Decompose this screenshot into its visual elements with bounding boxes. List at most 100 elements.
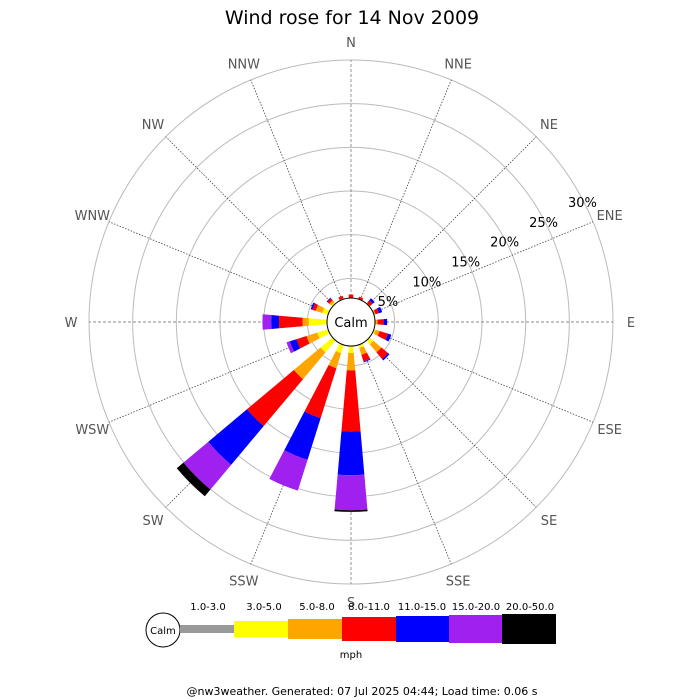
bar-wnw-5.0-8.0 [315, 304, 325, 313]
bar-sw-3.0-5.0 [320, 337, 336, 353]
direction-label-nnw: NNW [228, 57, 260, 72]
radial-tick-label: 20% [490, 236, 519, 251]
chart-title: Wind rose for 14 Nov 2009 [225, 7, 479, 29]
bar-ssw-3.0-5.0 [335, 343, 344, 354]
bar-w-15.0-20.0 [262, 314, 272, 330]
direction-label-n: N [346, 36, 356, 51]
direction-label-s: S [347, 596, 355, 611]
bar-e-8.0-11.0 [377, 319, 384, 325]
bar-sw-5.0-8.0 [293, 347, 326, 380]
bar-ese-8.0-11.0 [377, 331, 389, 340]
grid-ring [132, 103, 570, 541]
direction-label-e: E [627, 316, 635, 331]
bar-nw-3.0-5.0 [331, 302, 336, 307]
bar-e-5.0-8.0 [374, 319, 378, 325]
bar-w-11.0-15.0 [271, 315, 280, 329]
legend-label-3.0-5.0: 3.0-5.0 [246, 602, 281, 613]
bar-ese-3.0-5.0 [372, 329, 376, 334]
bar-e-11.0-15.0 [383, 318, 388, 326]
wind-bars [176, 294, 392, 512]
bar-wsw-15.0-20.0 [286, 341, 295, 354]
bar-ne-11.0-15.0 [369, 298, 375, 304]
bar-ne-8.0-11.0 [366, 300, 373, 307]
bar-s-3.0-5.0 [348, 345, 354, 353]
bar-s-5.0-8.0 [346, 352, 356, 371]
bar-nw-8.0-11.0 [327, 298, 333, 304]
legend-label-20.0-50.0: 20.0-50.0 [506, 602, 554, 613]
speed-legend: Calm 1.0-3.0 3.0-5.0 5.0-8.0 8.0-11.0 11.0-15… [145, 602, 556, 648]
direction-label-ese: ESE [597, 423, 622, 438]
bar-w-3.0-5.0 [308, 318, 328, 326]
direction-label-wnw: WNW [75, 209, 111, 224]
bar-s-20.0-50.0 [334, 509, 368, 512]
radial-tick-label: 10% [412, 275, 441, 290]
direction-label-se: SE [541, 514, 557, 529]
bar-se-5.0-8.0 [369, 340, 382, 353]
bar-sw-11.0-15.0 [208, 409, 264, 465]
bar-w-5.0-8.0 [302, 317, 309, 327]
direction-label-nne: NNE [444, 57, 472, 72]
legend-label-8.0-11.0: 8.0-11.0 [348, 602, 390, 613]
direction-label-w: W [65, 316, 78, 331]
bar-ssw-11.0-15.0 [284, 411, 321, 460]
bar-sse-11.0-15.0 [363, 358, 371, 363]
calm-circle: Calm [326, 297, 376, 347]
bar-w-8.0-11.0 [278, 315, 303, 329]
calm-label: Calm [334, 316, 367, 331]
bar-wsw-3.0-5.0 [317, 329, 330, 339]
legend-label-15.0-20.0: 15.0-20.0 [452, 602, 500, 613]
bar-sw-15.0-20.0 [183, 441, 232, 490]
bar-ese-11.0-15.0 [385, 333, 392, 342]
legend-swatch-5.0-8.0 [288, 619, 342, 639]
direction-label-ne: NE [540, 118, 558, 133]
radial-tick-label: 5% [378, 295, 399, 310]
legend-label-1.0-3.0: 1.0-3.0 [190, 602, 225, 613]
direction-label-sse: SSE [446, 575, 471, 590]
legend-swatch-1.0-3.0 [180, 625, 234, 633]
bar-se-8.0-11.0 [376, 347, 389, 360]
bar-sse-8.0-11.0 [361, 352, 371, 362]
bar-s-8.0-11.0 [341, 370, 361, 432]
bar-ssw-5.0-8.0 [328, 351, 342, 369]
bar-wsw-5.0-8.0 [306, 332, 320, 344]
bar-n-8.0-11.0 [348, 294, 354, 299]
bar-ssw-8.0-11.0 [304, 364, 337, 419]
bar-s-15.0-20.0 [334, 474, 368, 511]
bar-sse-5.0-8.0 [359, 346, 367, 355]
legend-swatch-20.0-50.0 [502, 614, 556, 644]
bar-wnw-3.0-5.0 [322, 308, 330, 315]
bar-ene-8.0-11.0 [373, 308, 379, 315]
legend-unit: mph [340, 650, 362, 661]
bar-sw-8.0-11.0 [246, 369, 304, 427]
bar-nne-8.0-11.0 [358, 296, 364, 301]
direction-label-nw: NW [142, 118, 165, 133]
bar-ssw-15.0-20.0 [269, 450, 308, 491]
radial-tick-label: 30% [568, 196, 597, 211]
bar-s-11.0-15.0 [337, 431, 365, 476]
bar-nw-5.0-8.0 [329, 300, 335, 306]
calm-circle-shape [326, 297, 376, 347]
footer-text: @nw3weather. Generated: 07 Jul 2025 04:4… [187, 685, 538, 698]
bar-wnw-8.0-11.0 [312, 303, 319, 311]
legend-swatch-3.0-5.0 [234, 621, 288, 637]
legend-label-11.0-15.0: 11.0-15.0 [398, 602, 446, 613]
direction-label-ene: ENE [597, 209, 623, 224]
radial-tick-label: 25% [529, 216, 558, 231]
direction-label-sw: SW [142, 514, 163, 529]
bar-nw-11.0-15.0 [326, 297, 332, 303]
legend-swatch-8.0-11.0 [342, 617, 396, 641]
radial-tick-label: 15% [451, 256, 480, 271]
bar-ene-11.0-15.0 [376, 306, 383, 314]
bar-wsw-11.0-15.0 [289, 339, 301, 352]
direction-label-wsw: WSW [75, 423, 109, 438]
bar-nnw-8.0-11.0 [338, 295, 344, 300]
bar-se-11.0-15.0 [382, 353, 390, 361]
bar-sw-20.0-50.0 [176, 462, 211, 497]
bar-ese-5.0-8.0 [373, 329, 380, 336]
bar-wnw-11.0-15.0 [310, 302, 315, 310]
bar-wsw-8.0-11.0 [296, 336, 310, 349]
legend-swatch-15.0-20.0 [449, 615, 502, 643]
legend-label-5.0-8.0: 5.0-8.0 [299, 602, 334, 613]
